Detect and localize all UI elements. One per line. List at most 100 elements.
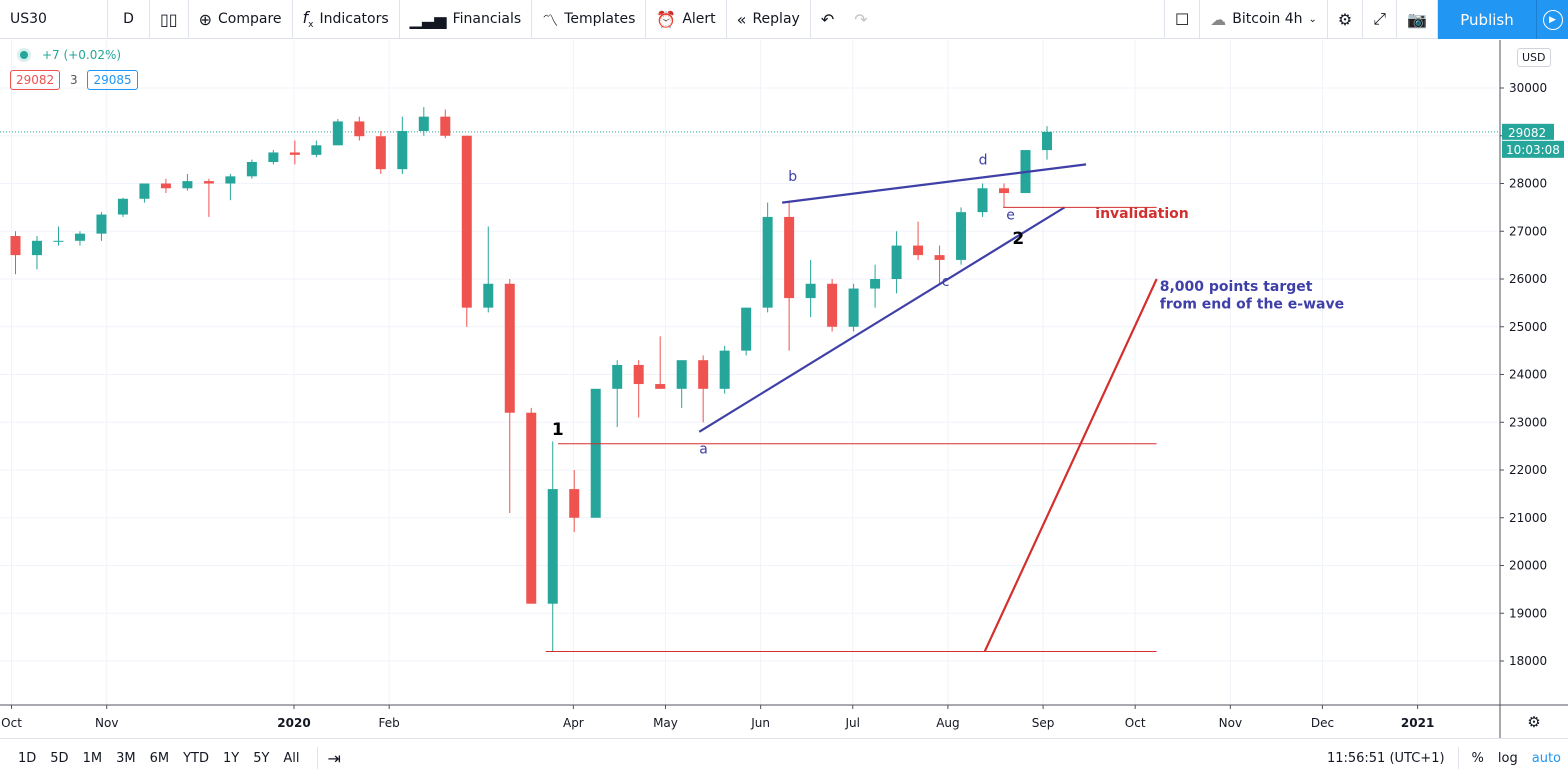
- candle: [483, 226, 494, 313]
- wave-label: 1: [552, 420, 564, 440]
- candle-body: [805, 283, 816, 299]
- time-tick-label: Nov: [95, 716, 118, 730]
- candle: [53, 226, 64, 246]
- range-5d[interactable]: 5D: [50, 750, 69, 766]
- price-tick-label: 23000: [1509, 415, 1547, 429]
- range-1m[interactable]: 1M: [82, 750, 103, 766]
- price-tick-label: 21000: [1509, 511, 1547, 525]
- bar-chart-icon: ▁▃▅: [409, 9, 447, 29]
- candle: [999, 183, 1010, 208]
- candle: [956, 207, 967, 265]
- candle-body: [289, 152, 300, 155]
- wave-label: 8,000 points target: [1160, 279, 1313, 295]
- candle-body: [31, 240, 42, 256]
- play-button[interactable]: ▶: [1536, 0, 1568, 39]
- candle: [612, 360, 623, 428]
- candle-body: [160, 183, 171, 189]
- range-1d[interactable]: 1D: [18, 750, 37, 766]
- fullscreen-button[interactable]: ⤢: [1363, 0, 1398, 39]
- candle-body: [117, 198, 128, 215]
- plus-circle-icon: ⊕: [198, 9, 213, 29]
- chart-type-button[interactable]: ▯▯: [150, 0, 189, 39]
- layout-name: Bitcoin 4h: [1232, 11, 1303, 27]
- time-tick-label: 2020: [277, 716, 310, 730]
- wave-label: e: [1006, 207, 1015, 223]
- sell-price-button[interactable]: 29082: [10, 70, 61, 90]
- candle: [225, 173, 236, 201]
- candle: [96, 212, 107, 241]
- wave-label: 2: [1012, 229, 1024, 249]
- undo-icon: ↶: [820, 9, 835, 29]
- time-tick-label: Aug: [936, 716, 959, 730]
- candle-body: [633, 364, 644, 385]
- percent-toggle[interactable]: %: [1471, 750, 1484, 766]
- candle: [891, 231, 902, 294]
- candle: [805, 259, 816, 318]
- candle: [311, 140, 322, 158]
- candle: [848, 283, 859, 332]
- date-ranges: 1D 5D 1M 3M 6M YTD 1Y 5Y All: [0, 751, 307, 766]
- symbol-search[interactable]: US30: [0, 0, 108, 39]
- fullscreen-layout-button[interactable]: ☐: [1163, 0, 1201, 39]
- replay-button[interactable]: « Replay: [727, 0, 811, 39]
- range-all[interactable]: All: [283, 750, 300, 766]
- currency-label[interactable]: USD: [1517, 48, 1551, 67]
- wave-label: invalidation: [1095, 206, 1188, 222]
- buy-price-button[interactable]: 29085: [87, 70, 138, 90]
- candle-body: [784, 216, 795, 299]
- candle: [504, 279, 515, 513]
- price-tick-label: 20000: [1509, 559, 1547, 573]
- financials-button[interactable]: ▁▃▅ Financials: [400, 0, 533, 39]
- price-chart[interactable]: 18000 19000 20000 21000 22000 23000 24000 25000…: [0, 40, 1568, 738]
- range-ytd[interactable]: YTD: [183, 750, 209, 766]
- candle: [289, 140, 300, 165]
- candle: [246, 159, 257, 179]
- range-3m[interactable]: 3M: [116, 750, 136, 766]
- candle: [461, 135, 472, 327]
- layout-select[interactable]: ☁ Bitcoin 4h ⌄: [1200, 0, 1328, 39]
- candle: [440, 109, 451, 139]
- rewind-icon: «: [736, 9, 747, 29]
- log-toggle[interactable]: log: [1497, 750, 1518, 766]
- candle-body: [698, 360, 709, 389]
- goto-date-icon[interactable]: ⇥: [327, 748, 341, 768]
- candle: [934, 245, 945, 284]
- candle-body: [182, 181, 193, 189]
- price-tick-label: 22000: [1509, 463, 1547, 477]
- templates-button[interactable]: 〽 Templates: [532, 0, 647, 39]
- range-5y[interactable]: 5Y: [253, 750, 270, 766]
- price-tick-label: 30000: [1509, 81, 1547, 95]
- time-tick-label: Nov: [1219, 716, 1242, 730]
- candle-body: [53, 240, 64, 242]
- time-tick-label: Oct: [1125, 716, 1146, 730]
- candle-body: [354, 121, 365, 137]
- settings-button[interactable]: ⚙: [1328, 0, 1364, 39]
- candle-body: [827, 283, 838, 327]
- candle-body: [655, 384, 666, 389]
- templates-icon: 〽: [542, 11, 559, 30]
- axis-settings-icon[interactable]: ⚙: [1527, 713, 1540, 731]
- auto-toggle[interactable]: auto: [1531, 750, 1561, 766]
- indicators-button[interactable]: fx Indicators: [293, 0, 400, 39]
- snapshot-button[interactable]: 📷: [1397, 0, 1438, 39]
- range-6m[interactable]: 6M: [149, 750, 170, 766]
- chevron-down-icon: ⌄: [1308, 13, 1317, 25]
- candle: [569, 470, 580, 533]
- publish-button[interactable]: Publish: [1438, 0, 1536, 39]
- candle: [719, 345, 730, 394]
- candle: [870, 264, 881, 308]
- compare-button[interactable]: ⊕ Compare: [189, 0, 293, 39]
- wave-label: a: [699, 441, 708, 457]
- gear-icon: ⚙: [1337, 9, 1353, 29]
- countdown-badge: [1502, 140, 1564, 158]
- interval-button[interactable]: D: [108, 0, 150, 39]
- last-price-badge: [1502, 123, 1554, 140]
- alert-button[interactable]: ⏰ Alert: [646, 0, 727, 39]
- undo-button[interactable]: ↶: [811, 0, 844, 39]
- time-tick-label: Jul: [844, 716, 859, 730]
- candle: [977, 183, 988, 217]
- range-1y[interactable]: 1Y: [222, 750, 240, 766]
- redo-button[interactable]: ↷: [844, 0, 877, 39]
- candle: [203, 178, 214, 217]
- templates-label: Templates: [564, 11, 636, 27]
